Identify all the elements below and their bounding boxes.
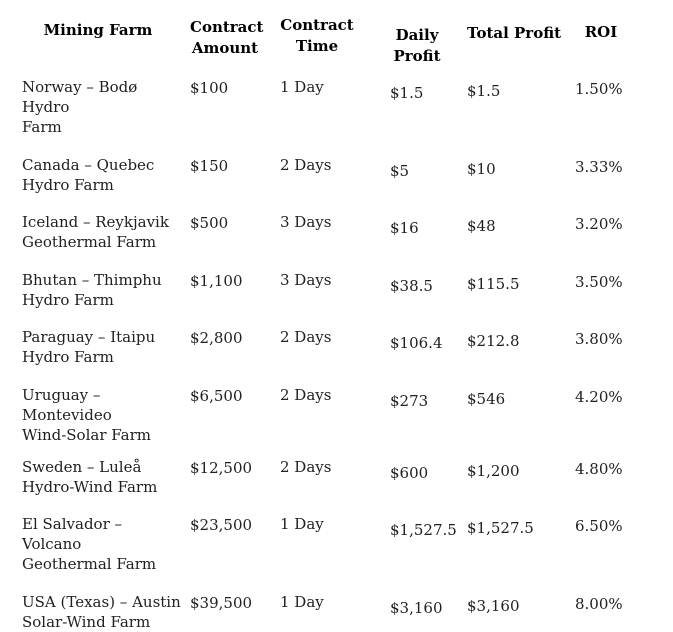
farm-cell: Norway – Bodø Hydro Farm (22, 78, 138, 136)
table-row: Norway – Bodø Hydro Farm $100 1 Day $1.5… (0, 77, 673, 137)
roi-cell: 3.50% (575, 272, 623, 291)
time-cell: 1 Day (280, 592, 324, 611)
daily-profit-cell: $1.5 (390, 84, 424, 102)
amount-cell: $39,500 (190, 593, 253, 612)
column-header-mining-farm: Mining Farm (43, 21, 153, 39)
time-cell: 2 Days (280, 328, 332, 346)
daily-profit-cell: $273 (390, 391, 429, 410)
roi-cell: 3.20% (575, 215, 623, 233)
roi-cell: 4.20% (575, 387, 623, 406)
time-cell: 1 Day (280, 515, 324, 533)
daily-profit-cell: $600 (390, 463, 429, 482)
time-cell: 3 Days (280, 270, 332, 289)
table-body: Norway – Bodø Hydro Farm $100 1 Day $1.5… (0, 77, 673, 632)
total-profit-cell: $1,527.5 (467, 519, 534, 537)
amount-cell: $2,800 (190, 329, 243, 347)
time-cell: 2 Days (280, 155, 332, 174)
daily-profit-cell: $5 (390, 161, 410, 180)
column-header-total-profit: Total Profit (467, 24, 562, 42)
daily-profit-cell: $16 (390, 219, 419, 237)
total-profit-cell: $48 (467, 217, 496, 235)
column-header-contract-amount: Contract Amount (190, 18, 264, 57)
total-profit-cell: $10 (467, 159, 496, 178)
farm-cell: Sweden – Luleå Hydro-Wind Farm (22, 457, 158, 496)
daily-profit-cell: $1,527.5 (390, 521, 457, 539)
table-row: Sweden – Luleå Hydro-Wind Farm $12,500 2… (0, 457, 673, 497)
column-header-contract-time: Contract Time (280, 16, 354, 55)
table-row: Bhutan – Thimphu Hydro Farm $1,100 3 Day… (0, 270, 673, 310)
table-row: Uruguay – Montevideo Wind-Solar Farm $6,… (0, 385, 673, 445)
amount-cell: $6,500 (190, 386, 243, 405)
table-row: Iceland – Reykjavik Geothermal Farm $500… (0, 212, 673, 252)
total-profit-cell: $115.5 (467, 274, 520, 293)
total-profit-cell: $1.5 (467, 82, 501, 100)
column-header-daily-profit: Daily Profit (393, 26, 441, 65)
time-cell: 3 Days (280, 213, 332, 231)
time-cell: 2 Days (280, 385, 332, 404)
amount-cell: $500 (190, 214, 229, 232)
amount-cell: $1,100 (190, 271, 243, 290)
roi-cell: 8.00% (575, 594, 623, 613)
table-row: Canada – Quebec Hydro Farm $150 2 Days $… (0, 155, 673, 195)
daily-profit-cell: $106.4 (390, 334, 443, 352)
daily-profit-cell: $3,160 (390, 598, 443, 617)
total-profit-cell: $212.8 (467, 332, 520, 350)
farm-cell: Paraguay – Itaipu Hydro Farm (22, 328, 156, 366)
daily-profit-cell: $38.5 (390, 276, 433, 295)
roi-cell: 6.50% (575, 517, 623, 535)
time-cell: 2 Days (280, 457, 332, 476)
amount-cell: $100 (190, 79, 229, 97)
table-row: Paraguay – Itaipu Hydro Farm $2,800 2 Da… (0, 327, 673, 367)
time-cell: 1 Day (280, 78, 324, 96)
table-row: El Salvador – Volcano Geothermal Farm $2… (0, 514, 673, 574)
roi-cell: 4.80% (575, 459, 623, 478)
table-header-row: Mining Farm Contract Amount Contract Tim… (0, 15, 673, 67)
farm-cell: Canada – Quebec Hydro Farm (22, 155, 155, 194)
amount-cell: $23,500 (190, 516, 253, 534)
total-profit-cell: $546 (467, 389, 506, 408)
amount-cell: $150 (190, 156, 229, 175)
roi-cell: 3.33% (575, 157, 623, 176)
farm-cell: Uruguay – Montevideo Wind-Solar Farm (22, 385, 151, 444)
farm-cell: Iceland – Reykjavik Geothermal Farm (22, 213, 169, 251)
roi-cell: 3.80% (575, 330, 623, 348)
roi-cell: 1.50% (575, 80, 623, 98)
farm-cell: El Salvador – Volcano Geothermal Farm (22, 515, 157, 573)
total-profit-cell: $3,160 (467, 596, 520, 615)
total-profit-cell: $1,200 (467, 461, 520, 480)
column-header-roi: ROI (584, 23, 618, 41)
farm-cell: Bhutan – Thimphu Hydro Farm (22, 270, 162, 309)
amount-cell: $12,500 (190, 458, 253, 477)
